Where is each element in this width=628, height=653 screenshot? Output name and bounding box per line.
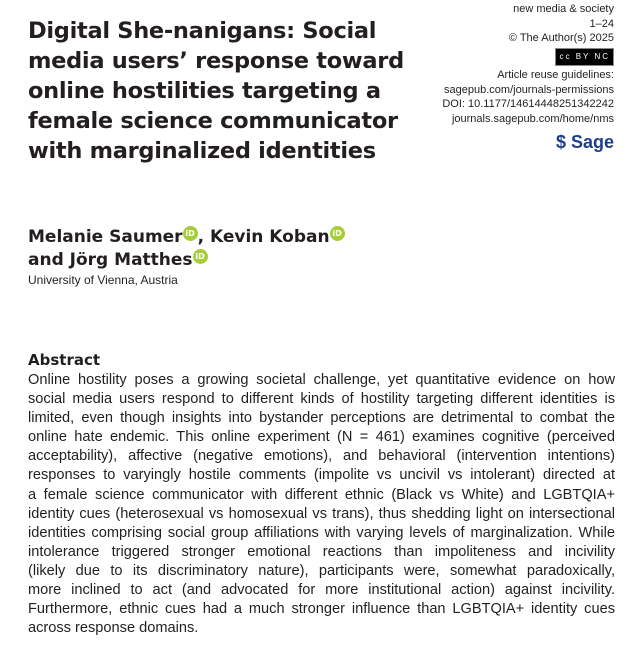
abstract-line: across response domains. xyxy=(28,620,199,637)
author-name: Jörg Matthes xyxy=(69,250,193,270)
journal-name: new media & society xyxy=(513,3,614,15)
copyright: © The Author(s) 2025 xyxy=(508,32,614,44)
author-name: Melanie Saumer xyxy=(28,227,183,247)
abstract-line: acceptability), affective (negative emot… xyxy=(28,448,615,465)
abstract-line: Online hostility poses a growing societa… xyxy=(28,372,615,388)
abstract-body: Online hostility poses a growing societa… xyxy=(28,371,615,638)
sage-s-icon: $ xyxy=(555,132,566,152)
orcid-icon[interactable]: iD xyxy=(192,249,208,264)
abstract-line: a female science communicator with diffe… xyxy=(28,486,615,503)
author-name: Kevin Koban xyxy=(209,227,330,247)
cc-license-icon: cc BY NC xyxy=(555,47,614,66)
abstract-line: intolerance triggered stronger emotional… xyxy=(28,543,615,560)
abstract-line: Furthermore, ethnic cues had a much stro… xyxy=(28,601,615,618)
title-line: online hostilities targeting a xyxy=(28,78,381,104)
reuse-link[interactable]: sagepub.com/journals-permissions xyxy=(444,83,614,96)
title-line: with marginalized identities xyxy=(28,138,376,164)
title-line: media users’ response toward xyxy=(28,48,404,74)
pages: 1–24 xyxy=(589,17,614,30)
abstract-line: limited, even though insights into bysta… xyxy=(28,410,615,427)
reuse-label: Article reuse guidelines: xyxy=(497,69,614,81)
abstract-line: online hate endemic. This online experim… xyxy=(28,429,615,446)
journal-home-link[interactable]: journals.sagepub.com/home/nms xyxy=(451,112,614,125)
abstract-line: identity cues (heterosexual vs homosexua… xyxy=(28,505,615,522)
doi[interactable]: DOI: 10.1177/14614448251342242 xyxy=(442,98,614,110)
orcid-icon[interactable]: iD xyxy=(182,226,198,241)
journal-meta: new media & society 1–24 © The Author(s)… xyxy=(442,2,614,153)
title-line: female science communicator xyxy=(28,108,398,134)
orcid-icon[interactable]: iD xyxy=(329,226,345,241)
abstract-line: social media users respond to different … xyxy=(28,391,615,408)
title-line: Digital She-nanigans: Social xyxy=(28,18,377,44)
affiliation: University of Vienna, Austria xyxy=(28,273,178,287)
abstract-line: more inclined to act (and advocated for … xyxy=(28,582,615,599)
article-title: Digital She-nanigans: Social media users… xyxy=(28,16,404,166)
abstract-line: identities comprising social group affil… xyxy=(28,524,615,541)
abstract-line: responses to varyingly hostile comments … xyxy=(28,467,615,484)
sage-logo: $ Sage xyxy=(555,132,614,152)
authors: Melanie Saumer iD, Kevin Koban iD and Jörg… xyxy=(28,226,345,272)
abstract-heading: Abstract xyxy=(28,351,101,369)
abstract-line: (likely due to its discriminatory nature… xyxy=(28,562,615,579)
